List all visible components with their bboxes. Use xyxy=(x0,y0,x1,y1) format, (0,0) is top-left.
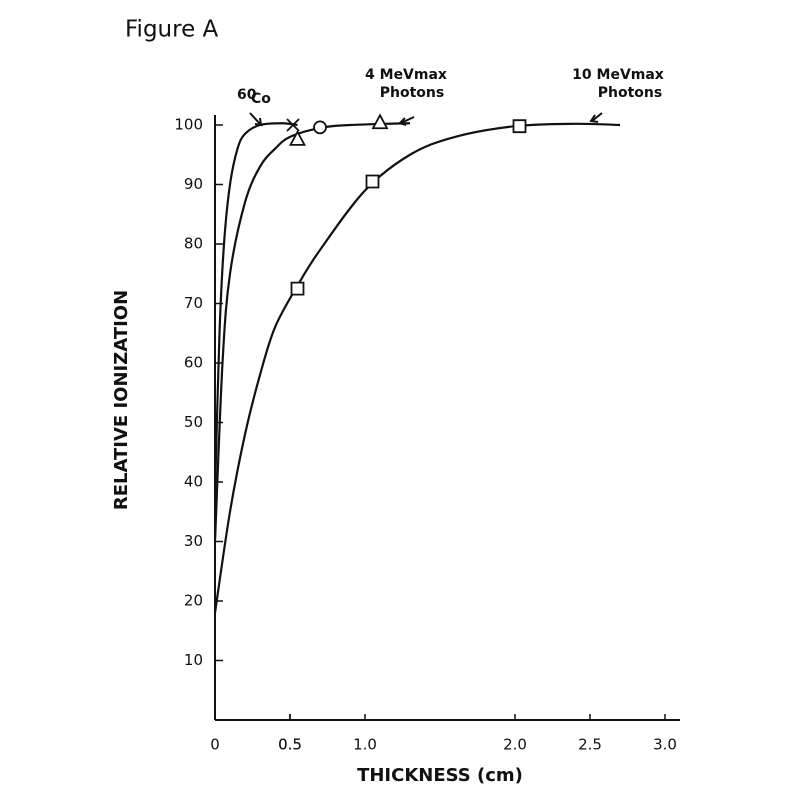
arrow xyxy=(589,112,603,123)
marker-triangle xyxy=(288,129,307,146)
y-tick-label: 90 xyxy=(184,175,203,193)
y-tick-label: 30 xyxy=(184,532,203,550)
marker-triangle xyxy=(371,113,389,130)
curve xyxy=(213,122,298,494)
annotation: 60 xyxy=(237,87,257,103)
x-axis-label: THICKNESS (cm) xyxy=(357,765,523,786)
annotation: 10 MeVmax xyxy=(572,67,664,83)
x-tick-label: 0.5 xyxy=(278,736,302,754)
annotation: Photons xyxy=(380,85,444,101)
y-axis-label: RELATIVE IONIZATION xyxy=(111,290,132,510)
marker-circle xyxy=(313,120,327,135)
annotation: 4 MeVmax xyxy=(365,67,447,83)
x-tick-label: 2.5 xyxy=(578,736,602,754)
y-tick-label: 80 xyxy=(184,235,203,253)
marker-square xyxy=(365,174,380,189)
x-tick-label: 0 xyxy=(210,736,220,754)
curve xyxy=(213,122,621,614)
arrow xyxy=(249,112,263,127)
y-tick-label: 40 xyxy=(184,473,203,491)
x-tick-label: 2.0 xyxy=(503,736,527,754)
y-tick-label: 20 xyxy=(184,592,203,610)
x-tick-label: 3.0 xyxy=(653,736,677,754)
x-tick-label: 1.0 xyxy=(353,736,377,754)
chart-title: Figure A xyxy=(125,17,219,43)
marker-square xyxy=(290,281,305,296)
annotation: Co xyxy=(251,91,271,107)
y-tick-label: 100 xyxy=(174,116,203,134)
marker-x xyxy=(286,118,300,132)
curve xyxy=(213,122,411,542)
y-tick-label: 50 xyxy=(184,413,203,431)
y-tick-label: 10 xyxy=(184,651,203,669)
y-tick-label: 60 xyxy=(184,354,203,372)
y-tick-label: 70 xyxy=(184,294,203,312)
annotation: Photons xyxy=(598,85,662,101)
marker-square xyxy=(512,119,527,134)
x-tick-label: 0.5 xyxy=(278,736,302,754)
